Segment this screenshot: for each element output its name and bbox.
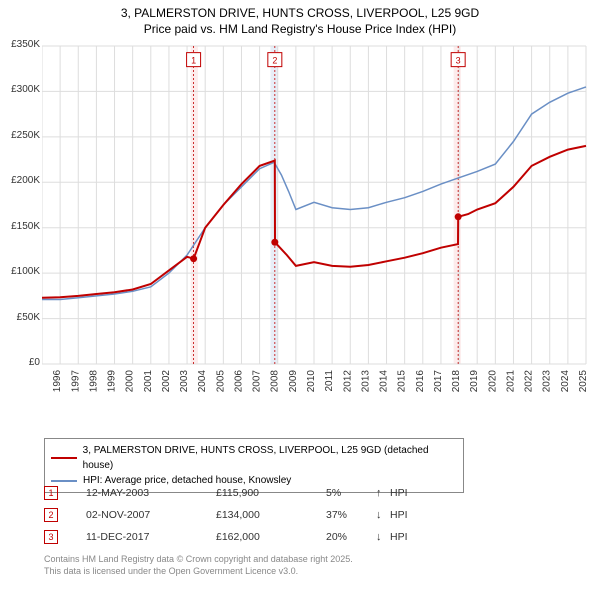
- marker-hpi-2: HPI: [390, 509, 420, 521]
- svg-text:2019: 2019: [469, 370, 480, 393]
- marker-hpi-1: HPI: [390, 487, 420, 499]
- marker-pct-3: 20%: [326, 531, 376, 543]
- markers-table: 1 12-MAY-2003 £115,900 5% ↑ HPI 2 02-NOV…: [44, 482, 420, 548]
- svg-text:2008: 2008: [270, 370, 281, 393]
- svg-text:2013: 2013: [360, 370, 371, 393]
- svg-text:2015: 2015: [397, 370, 408, 393]
- marker-row-3: 3 11-DEC-2017 £162,000 20% ↓ HPI: [44, 526, 420, 548]
- chart-area: 1995 1996 1997 1998 1999 2000 2001 2002 2003 2004…: [42, 42, 590, 410]
- svg-text:2006: 2006: [233, 370, 244, 393]
- svg-text:2001: 2001: [143, 370, 154, 393]
- svg-text:2025: 2025: [578, 370, 589, 393]
- svg-text:2003: 2003: [179, 370, 190, 393]
- title-line2: Price paid vs. HM Land Registry's House …: [0, 22, 600, 38]
- marker-price-2: £134,000: [216, 509, 326, 521]
- svg-text:2002: 2002: [161, 370, 172, 393]
- svg-text:2009: 2009: [288, 370, 299, 393]
- y-axis-label: £200K: [2, 175, 40, 186]
- svg-text:1998: 1998: [88, 370, 99, 393]
- marker-box-1: 1: [44, 486, 58, 500]
- svg-text:2018: 2018: [451, 370, 462, 393]
- marker-date-2: 02-NOV-2007: [86, 509, 216, 521]
- marker-row-1: 1 12-MAY-2003 £115,900 5% ↑ HPI: [44, 482, 420, 504]
- marker-box-3: 3: [44, 530, 58, 544]
- svg-text:2007: 2007: [252, 370, 263, 393]
- svg-text:1996: 1996: [52, 370, 63, 393]
- chart-container: 3, PALMERSTON DRIVE, HUNTS CROSS, LIVERP…: [0, 0, 600, 590]
- y-axis-label: £50K: [2, 312, 40, 323]
- svg-text:2020: 2020: [487, 370, 498, 393]
- footer-line1: Contains HM Land Registry data © Crown c…: [44, 554, 353, 566]
- svg-text:2011: 2011: [324, 370, 335, 392]
- svg-text:2021: 2021: [505, 370, 516, 393]
- y-axis-label: £300K: [2, 84, 40, 95]
- marker-arrow-3: ↓: [376, 531, 390, 543]
- svg-text:2000: 2000: [125, 370, 136, 393]
- marker-arrow-1: ↑: [376, 487, 390, 499]
- svg-text:2: 2: [272, 56, 277, 66]
- y-axis-label: £100K: [2, 266, 40, 277]
- footer-line2: This data is licensed under the Open Gov…: [44, 566, 353, 578]
- y-axis-label: £350K: [2, 39, 40, 50]
- svg-text:2014: 2014: [379, 370, 390, 393]
- svg-text:1999: 1999: [107, 370, 118, 393]
- title-line1: 3, PALMERSTON DRIVE, HUNTS CROSS, LIVERP…: [0, 6, 600, 22]
- marker-row-2: 2 02-NOV-2007 £134,000 37% ↓ HPI: [44, 504, 420, 526]
- svg-text:3: 3: [456, 56, 461, 66]
- y-axis-label: £250K: [2, 130, 40, 141]
- legend-swatch-price: [51, 457, 77, 459]
- svg-text:2004: 2004: [197, 370, 208, 393]
- svg-text:2024: 2024: [560, 370, 571, 393]
- svg-text:2010: 2010: [306, 370, 317, 393]
- svg-text:2017: 2017: [433, 370, 444, 393]
- marker-arrow-2: ↓: [376, 509, 390, 521]
- svg-text:2012: 2012: [342, 370, 353, 393]
- marker-hpi-3: HPI: [390, 531, 420, 543]
- marker-pct-2: 37%: [326, 509, 376, 521]
- svg-text:2023: 2023: [542, 370, 553, 393]
- legend-row-price: 3, PALMERSTON DRIVE, HUNTS CROSS, LIVERP…: [51, 443, 457, 473]
- marker-price-3: £162,000: [216, 531, 326, 543]
- svg-text:1: 1: [191, 56, 196, 66]
- y-axis-label: £0: [2, 357, 40, 368]
- svg-text:1995: 1995: [42, 370, 45, 393]
- footer-text: Contains HM Land Registry data © Crown c…: [44, 554, 353, 577]
- marker-price-1: £115,900: [216, 487, 326, 499]
- title-block: 3, PALMERSTON DRIVE, HUNTS CROSS, LIVERP…: [0, 0, 600, 37]
- marker-box-2: 2: [44, 508, 58, 522]
- svg-text:1997: 1997: [70, 370, 81, 393]
- marker-date-3: 11-DEC-2017: [86, 531, 216, 543]
- y-axis-label: £150K: [2, 221, 40, 232]
- marker-date-1: 12-MAY-2003: [86, 487, 216, 499]
- svg-text:2022: 2022: [524, 370, 535, 393]
- svg-text:2016: 2016: [415, 370, 426, 393]
- chart-svg: 1995 1996 1997 1998 1999 2000 2001 2002 2003 2004…: [42, 42, 590, 410]
- legend-label-price: 3, PALMERSTON DRIVE, HUNTS CROSS, LIVERP…: [83, 443, 457, 473]
- svg-text:2005: 2005: [215, 370, 226, 393]
- marker-pct-1: 5%: [326, 487, 376, 499]
